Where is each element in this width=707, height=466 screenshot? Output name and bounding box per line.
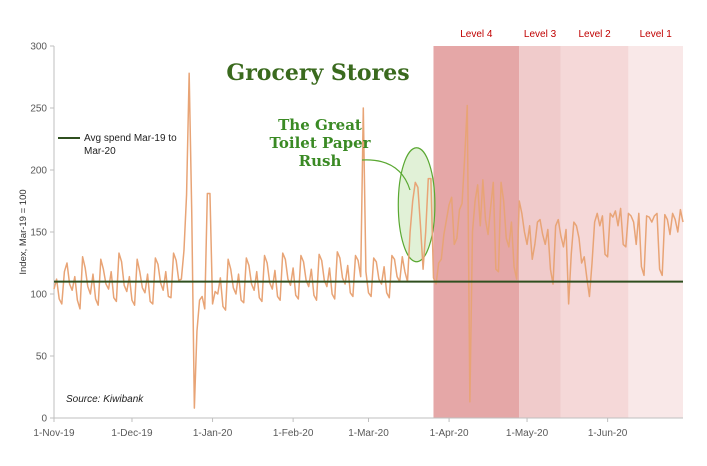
series-line-grocery-index: [53, 72, 684, 409]
y-tick-label: 300: [30, 42, 47, 53]
y-tick-label: 200: [30, 166, 47, 177]
source-note: Source: Kiwibank: [66, 394, 144, 405]
x-tick-label: 1-Jun-20: [588, 428, 628, 439]
y-axis-label: Index, Mar-19 = 100: [18, 189, 29, 274]
annotation-text: The Great Toilet Paper Rush: [269, 116, 371, 170]
region-label: Level 3: [524, 29, 557, 40]
highlight-ellipse: [397, 147, 436, 263]
x-tick-label: 1-Feb-20: [273, 428, 314, 439]
x-tick-label: 1-Apr-20: [430, 428, 469, 439]
y-tick-label: 250: [30, 104, 47, 115]
chart-title: Grocery Stores: [226, 60, 409, 86]
y-axis-ticks: 0 50 100 150 200 250 300: [30, 42, 54, 425]
y-tick-label: 0: [41, 414, 47, 425]
annotation-arrow: [361, 159, 411, 191]
y-tick-label: 100: [30, 290, 47, 301]
y-tick-label: 150: [30, 228, 47, 239]
annotation: The Great Toilet Paper Rush: [269, 116, 411, 191]
x-tick-label: 1-Dec-19: [111, 428, 153, 439]
x-tick-label: 1-Mar-20: [348, 428, 389, 439]
alert-level-regions: Level 4 Level 3 Level 2 Level 1: [433, 29, 683, 418]
x-axis-ticks: 1-Nov-19 1-Dec-19 1-Jan-20 1-Feb-20 1-Mar-20…: [33, 418, 628, 439]
x-tick-label: 1-Jan-20: [193, 428, 233, 439]
y-tick-label: 50: [36, 352, 48, 363]
x-tick-label: 1-Nov-19: [33, 428, 75, 439]
toilet-paper-rush-highlight: [397, 147, 436, 263]
legend: Avg spend Mar-19 to Mar-20: [58, 133, 177, 157]
region-label: Level 1: [640, 29, 673, 40]
region-level-3: [519, 46, 561, 418]
region-label: Level 2: [579, 29, 612, 40]
series-lines: [53, 72, 684, 409]
region-level-4: [433, 46, 520, 418]
legend-entry: Avg spend Mar-19 to Mar-20: [84, 133, 177, 157]
x-tick-label: 1-May-20: [506, 428, 549, 439]
region-label: Level 4: [460, 29, 493, 40]
